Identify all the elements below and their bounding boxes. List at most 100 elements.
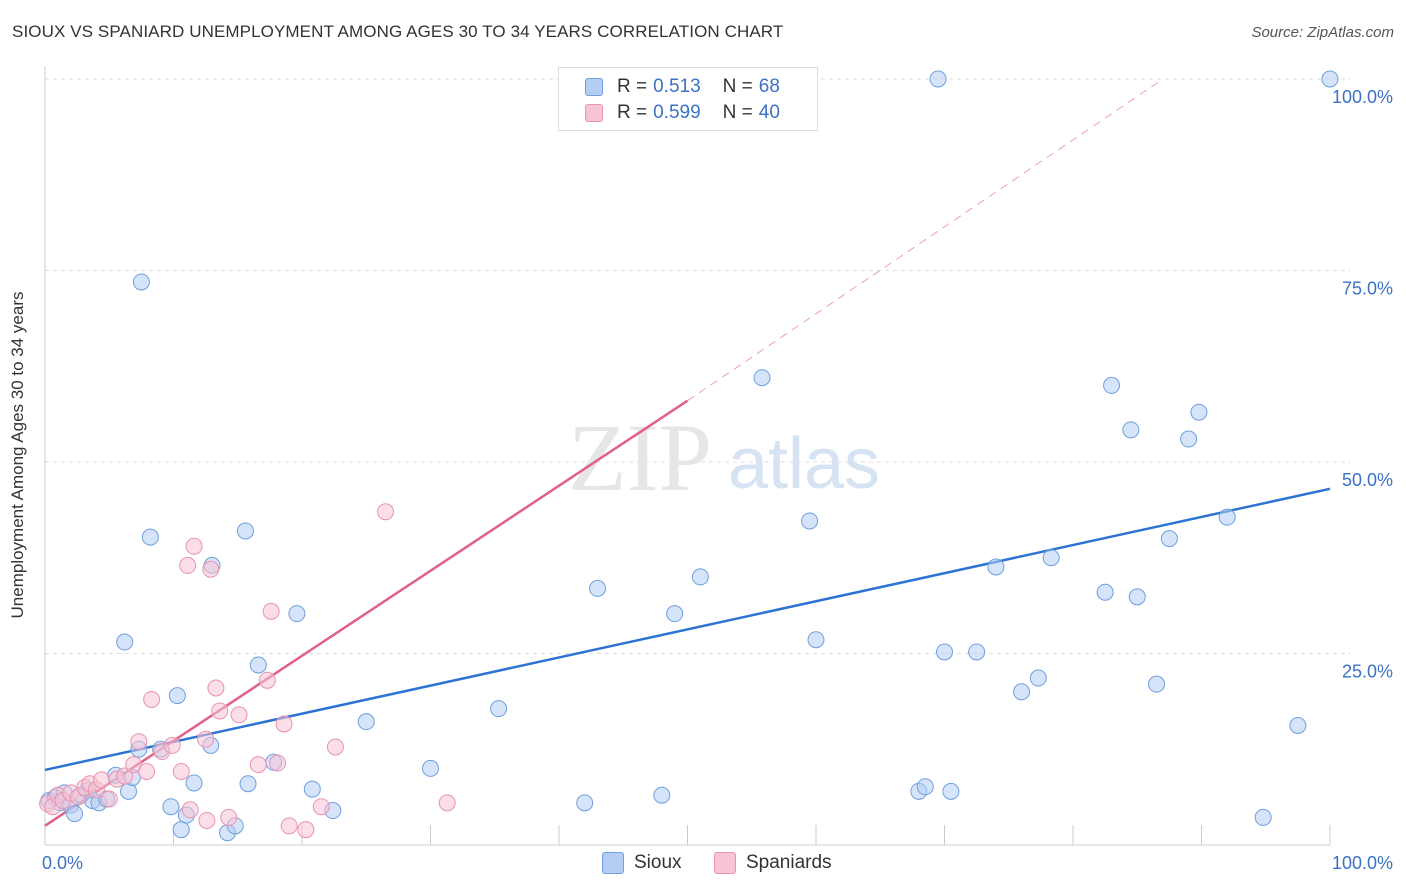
point-sioux-55 — [1042, 549, 1060, 567]
legend-r-label: R = — [617, 102, 648, 123]
point-sioux-49 — [936, 643, 953, 661]
point-spaniards-31 — [258, 671, 276, 689]
point-sioux-52 — [987, 558, 1005, 576]
legend-row-sioux: R = 0.513 N = 68 — [585, 74, 780, 100]
point-spaniards-20 — [179, 556, 197, 574]
point-sioux-37 — [490, 700, 508, 718]
point-sioux-30 — [249, 656, 267, 674]
legend-swatch-spaniards — [585, 104, 603, 122]
point-sioux-32 — [288, 605, 306, 623]
point-sioux-63 — [1190, 403, 1208, 421]
trend-lines — [44, 78, 1331, 827]
point-spaniards-12 — [116, 767, 134, 785]
point-sioux-62 — [1180, 430, 1198, 448]
point-sioux-59 — [1128, 588, 1146, 606]
legend-swatch-sioux — [602, 852, 624, 874]
point-spaniards-27 — [211, 702, 229, 720]
point-sioux-28 — [236, 522, 254, 540]
legend-row-spaniards: R = 0.599 N = 40 — [585, 100, 780, 126]
point-sioux-5 — [66, 805, 84, 823]
trend-line-sioux — [44, 487, 1331, 772]
point-spaniards-21 — [181, 801, 199, 819]
point-sioux-54 — [1029, 669, 1047, 687]
y-tick-label-100: 100.0% — [1332, 87, 1393, 107]
point-sioux-42 — [691, 568, 709, 586]
point-sioux-33 — [303, 780, 321, 798]
point-spaniards-25 — [202, 560, 220, 578]
point-sioux-45 — [807, 631, 825, 649]
legend-n-label: N = — [722, 102, 753, 123]
point-sioux-58 — [1122, 421, 1140, 439]
point-spaniards-34 — [275, 715, 293, 733]
y-tick-label-75: 75.0% — [1342, 279, 1393, 299]
point-spaniards-14 — [130, 733, 148, 751]
point-spaniards-39 — [377, 503, 395, 521]
legend-item-spaniards[interactable]: Spaniards — [714, 852, 832, 874]
point-spaniards-32 — [262, 602, 280, 620]
point-spaniards-33 — [269, 754, 287, 772]
point-spaniards-10 — [100, 790, 118, 808]
point-sioux-43 — [753, 369, 771, 387]
point-spaniards-28 — [220, 808, 238, 826]
legend-label-spaniards: Spaniards — [746, 852, 832, 873]
legend-n-label: N = — [722, 76, 753, 97]
point-sioux-41 — [666, 605, 684, 623]
point-spaniards-23 — [197, 730, 215, 748]
point-spaniards-40 — [438, 794, 456, 812]
legend-r-value-sioux: 0.513 — [653, 76, 701, 97]
point-sioux-23 — [185, 774, 203, 792]
point-sioux-60 — [1148, 675, 1166, 693]
trend-line-spaniards-extension — [687, 78, 1164, 402]
y-tick-label-25: 25.0% — [1342, 662, 1393, 682]
point-sioux-17 — [141, 528, 159, 546]
point-spaniards-26 — [207, 679, 225, 697]
point-spaniards-18 — [163, 736, 181, 754]
x-tick-label-min: 0.0% — [42, 853, 83, 873]
trend-line-spaniards — [44, 399, 689, 827]
watermark-zip: ZIP — [568, 404, 712, 511]
point-spaniards-19 — [172, 762, 190, 780]
point-spaniards-16 — [143, 690, 161, 708]
point-spaniards-35 — [280, 817, 298, 835]
point-sioux-61 — [1160, 530, 1178, 548]
point-sioux-64 — [1218, 508, 1236, 526]
y-tick-label-50: 50.0% — [1342, 470, 1393, 490]
point-sioux-29 — [239, 775, 257, 793]
point-spaniards-36 — [297, 821, 315, 839]
point-sioux-39 — [589, 579, 607, 597]
point-sioux-48 — [929, 70, 947, 88]
point-sioux-35 — [357, 713, 375, 731]
point-spaniards-24 — [198, 811, 216, 829]
legend-r-label: R = — [617, 76, 648, 97]
point-sioux-40 — [653, 786, 671, 804]
point-sioux-66 — [1289, 717, 1307, 735]
legend-label-sioux: Sioux — [634, 852, 682, 873]
grid-lines — [44, 66, 1350, 846]
point-sioux-50 — [942, 782, 960, 800]
legend-n-value-sioux: 68 — [758, 76, 780, 97]
watermark-atlas: atlas — [728, 424, 880, 504]
point-sioux-19 — [162, 798, 180, 816]
point-sioux-47 — [916, 778, 934, 796]
point-sioux-12 — [116, 633, 134, 651]
tick-labels: 25.0% 50.0% 75.0% 100.0% 0.0% 100.0% — [42, 87, 1393, 873]
point-sioux-20 — [168, 687, 186, 705]
point-sioux-38 — [576, 794, 594, 812]
point-spaniards-9 — [93, 771, 111, 789]
point-sioux-21 — [172, 821, 190, 839]
point-sioux-67 — [1321, 70, 1339, 88]
watermark: ZIP atlas — [568, 404, 880, 511]
legend-item-sioux[interactable]: Sioux — [602, 852, 682, 874]
point-spaniards-15 — [138, 762, 156, 780]
legend-swatch-sioux — [585, 78, 603, 96]
x-tick-label-max: 100.0% — [1332, 853, 1393, 873]
point-spaniards-22 — [185, 537, 203, 555]
point-sioux-15 — [132, 273, 150, 291]
point-spaniards-29 — [230, 706, 248, 724]
source-credit: Source: ZipAtlas.com — [1251, 24, 1394, 41]
point-sioux-44 — [801, 512, 819, 530]
correlation-legend: R = 0.513 N = 68 R = 0.599 N = 40 — [558, 67, 818, 131]
point-spaniards-30 — [249, 756, 267, 774]
legend-n-value-spaniards: 40 — [758, 102, 780, 123]
